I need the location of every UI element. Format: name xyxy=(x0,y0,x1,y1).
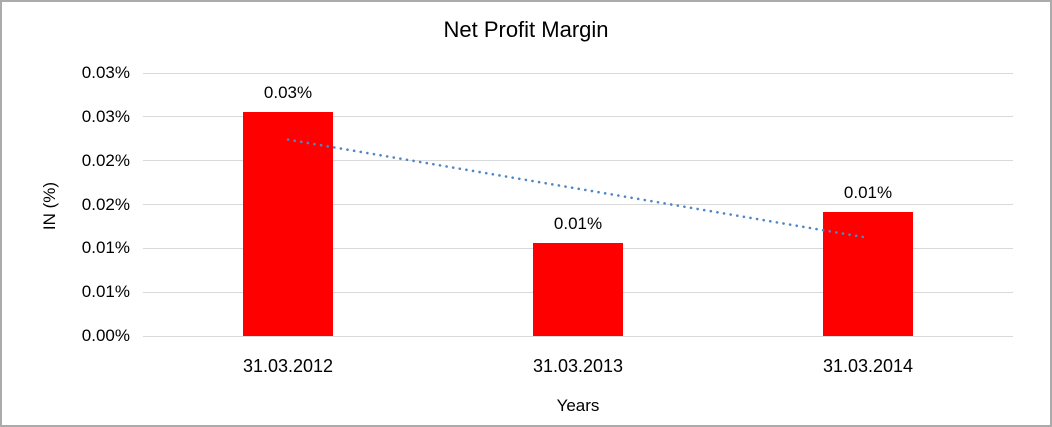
x-axis-title: Years xyxy=(556,396,600,415)
y-tick-label: 0.02% xyxy=(81,194,130,214)
bar xyxy=(533,243,623,336)
x-tick-label: 31.03.2013 xyxy=(532,356,624,376)
y-tick-label: 0.02% xyxy=(81,150,130,170)
plot-area: 0.03% 0.01% 0.01% xyxy=(143,72,1013,337)
y-tick-label: 0.01% xyxy=(81,238,130,258)
bar-data-label: 0.01% xyxy=(843,182,893,202)
x-tick-label: 31.03.2012 xyxy=(242,356,334,376)
x-axis-tick-labels: 31.03.2012 31.03.2013 31.03.2014 xyxy=(143,356,1013,380)
bar xyxy=(823,211,913,336)
chart-title: Net Profit Margin xyxy=(443,17,609,42)
gridline xyxy=(143,72,1013,74)
y-tick-label: 0.00% xyxy=(81,326,130,345)
y-tick-label: 0.03% xyxy=(81,63,130,82)
y-tick-label: 0.01% xyxy=(81,282,130,302)
gridline xyxy=(143,116,1013,118)
bar xyxy=(243,112,333,336)
bar-data-label: 0.03% xyxy=(263,83,313,103)
y-tick-label: 0.03% xyxy=(81,106,130,126)
gridline xyxy=(143,335,1013,337)
y-axis-tick-labels: 0.00% 0.01% 0.01% 0.02% 0.02% 0.03% 0.03% xyxy=(2,63,143,345)
bar-data-label: 0.01% xyxy=(553,214,603,234)
x-tick-label: 31.03.2014 xyxy=(822,356,914,376)
